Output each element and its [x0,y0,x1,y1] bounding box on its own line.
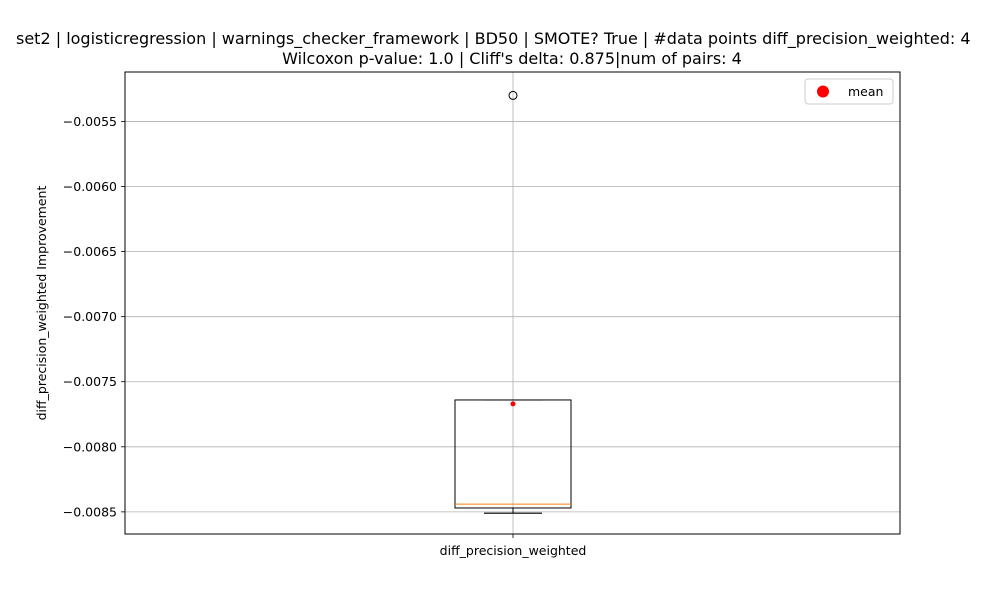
outlier-point [508,90,518,100]
y-tick-label: −0.0075 [63,374,117,389]
chart-title-line1: set2 | logisticregression | warnings_che… [16,29,971,49]
legend-mean-marker [817,85,829,98]
y-axis-label: diff_precision_weighted Improvement [34,186,49,421]
box-iqr [454,399,572,509]
grid-layer [125,72,900,534]
y-tick-label: −0.0055 [63,114,117,129]
chart-title-line2: Wilcoxon p-value: 1.0 | Cliff's delta: 0… [282,49,742,68]
box-plot [454,90,572,514]
y-tick-label: −0.0060 [63,179,117,194]
y-axis-ticks: −0.0055 −0.0060 −0.0065 −0.0070 −0.0075 −0.00… [63,114,587,558]
plot-frame [124,71,901,535]
mean-marker [510,401,516,407]
legend-box [804,78,894,105]
x-tick-label: diff_precision_weighted [440,543,587,558]
legend-label-mean: mean [848,84,883,99]
y-tick-label: −0.0070 [63,309,117,324]
y-tick-label: −0.0080 [63,439,117,454]
y-tick-label: −0.0065 [63,244,117,259]
legend: mean [804,78,894,105]
y-tick-label: −0.0085 [63,504,117,519]
